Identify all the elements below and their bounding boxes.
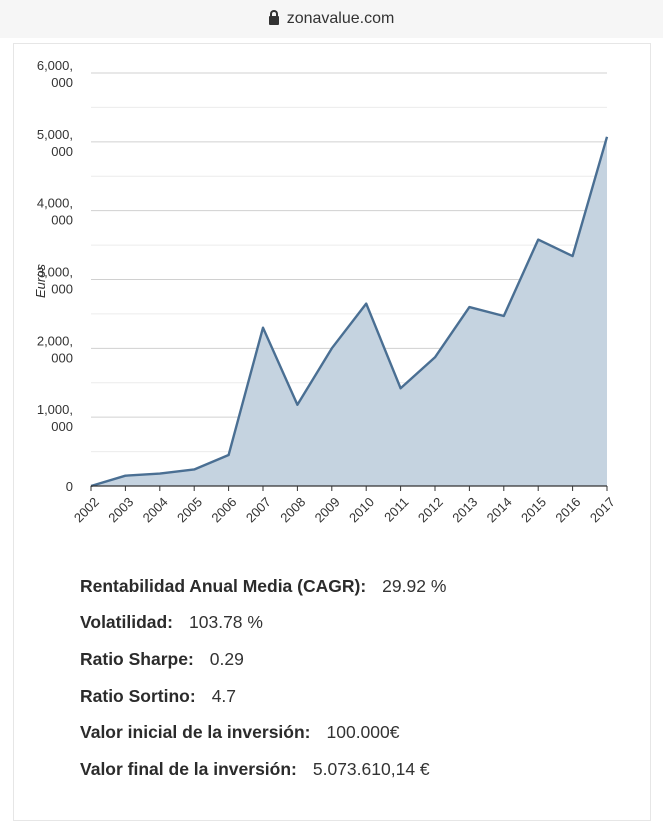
x-tick-label: 2004	[140, 494, 171, 525]
stat-row-sortino: Ratio Sortino: 4.7	[80, 678, 446, 715]
stat-value: 5.073.610,14 €	[312, 758, 430, 779]
x-tick-label: 2011	[381, 494, 411, 524]
x-tick-label: 2006	[208, 494, 239, 525]
y-tick-label: 2,000, 000	[37, 333, 73, 365]
y-tick-label-line: 0	[66, 479, 73, 494]
x-tick-label: 2014	[484, 494, 515, 525]
y-tick-label: 6,000, 000	[37, 58, 73, 90]
y-axis-title: Euros	[33, 264, 48, 298]
y-tick-label-line: 1,000,	[37, 402, 73, 417]
stats-list: Rentabilidad Anual Media (CAGR): 29.92 %…	[80, 568, 446, 788]
stat-label: Valor inicial de la inversión:	[80, 722, 311, 743]
y-tick-label-line: 000	[51, 144, 73, 159]
y-tick-label-line: 3,000,	[37, 265, 73, 280]
x-tick-label: 2009	[312, 494, 343, 525]
stat-value: 4.7	[211, 685, 237, 706]
x-tick-label: 2010	[346, 494, 377, 525]
series-line	[90, 136, 609, 488]
stat-row-sharpe: Ratio Sharpe: 0.29	[80, 641, 446, 678]
x-tick-label: 2013	[449, 494, 480, 525]
content-card: 0 1,000, 000 2,000, 000 3,000, 000 4,000, 000 5,0…	[13, 43, 651, 821]
y-tick-label-line: 000	[51, 213, 73, 228]
stat-label: Rentabilidad Anual Media (CAGR):	[80, 575, 367, 596]
y-tick-label-line: 000	[51, 75, 73, 90]
x-tick-label: 2008	[277, 494, 308, 525]
x-tick-label: 2007	[243, 494, 274, 525]
stat-label: Valor final de la inversión:	[80, 758, 297, 779]
x-tick-label: 2017	[587, 494, 618, 525]
stat-value: 103.78 %	[189, 612, 263, 633]
y-tick-label-line: 6,000,	[37, 58, 73, 73]
stat-label: Volatilidad:	[80, 612, 174, 633]
stat-row-volatility: Volatilidad: 103.78 %	[80, 605, 446, 642]
y-tick-label: 1,000, 000	[37, 402, 73, 434]
y-tick-label: 4,000, 000	[37, 196, 73, 228]
y-tick-label: 0	[66, 479, 73, 494]
x-tick-label: 2002	[71, 494, 102, 525]
x-tick-label: 2012	[415, 494, 446, 525]
x-tick-label: 2015	[518, 494, 549, 525]
y-tick-label-line: 2,000,	[37, 333, 73, 348]
stat-label: Ratio Sortino:	[80, 685, 196, 706]
y-tick-label: 5,000, 000	[37, 127, 73, 159]
stat-row-cagr: Rentabilidad Anual Media (CAGR): 29.92 %	[80, 568, 446, 605]
y-tick-label-line: 5,000,	[37, 127, 73, 142]
stat-row-final-value: Valor final de la inversión: 5.073.610,1…	[80, 751, 446, 788]
y-tick-label: 3,000, 000	[37, 265, 73, 297]
stat-value: 100.000€	[326, 722, 400, 743]
browser-url-bar[interactable]: zonavalue.com	[0, 0, 663, 38]
url-domain: zonavalue.com	[286, 10, 395, 27]
x-tick-label: 2003	[105, 494, 136, 525]
lock-icon	[268, 9, 279, 25]
stat-label: Ratio Sharpe:	[80, 648, 194, 669]
series-area	[91, 136, 607, 486]
stat-row-initial-value: Valor inicial de la inversión: 100.000€	[80, 714, 446, 751]
x-tick-label: 2016	[552, 494, 583, 525]
x-tick-label: 2005	[174, 494, 205, 525]
stat-value: 29.92 %	[382, 575, 447, 596]
y-tick-label-line: 4,000,	[37, 196, 73, 211]
stat-value: 0.29	[209, 648, 244, 669]
y-tick-label-line: 000	[51, 419, 73, 434]
y-tick-label-line: 000	[51, 282, 73, 297]
y-tick-label-line: 000	[51, 350, 73, 365]
